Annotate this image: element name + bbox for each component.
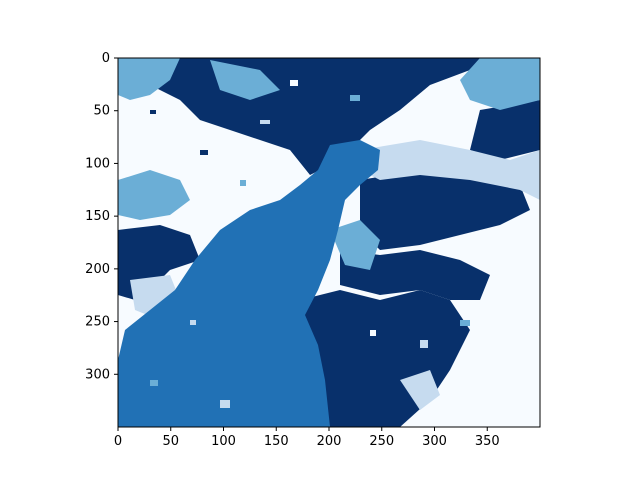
x-tick-label: 100 <box>211 434 236 449</box>
y-tick-label: 300 <box>85 367 110 382</box>
y-tick-label: 150 <box>85 209 110 224</box>
heatmap-region-medium-light <box>118 58 540 270</box>
x-axis: 0 50 100 150 200 250 300 350 <box>114 427 500 449</box>
heatmap-region-water <box>118 140 380 427</box>
y-tick-label: 0 <box>102 51 110 66</box>
y-tick-label: 200 <box>85 262 110 277</box>
x-tick-label: 350 <box>475 434 500 449</box>
plot-area <box>117 57 541 428</box>
x-tick-label: 300 <box>422 434 447 449</box>
y-tick-label: 100 <box>85 156 110 171</box>
x-tick-label: 50 <box>162 434 179 449</box>
x-tick-label: 200 <box>317 434 342 449</box>
x-tick-label: 0 <box>114 434 122 449</box>
heatmap-speckles <box>150 80 470 408</box>
x-tick-label: 150 <box>264 434 289 449</box>
heatmap-region-dark <box>118 58 540 427</box>
y-tick-label: 50 <box>93 104 110 119</box>
y-axis: 0 50 100 150 200 250 300 <box>85 51 118 382</box>
x-tick-label: 250 <box>369 434 394 449</box>
y-tick-label: 250 <box>85 315 110 330</box>
